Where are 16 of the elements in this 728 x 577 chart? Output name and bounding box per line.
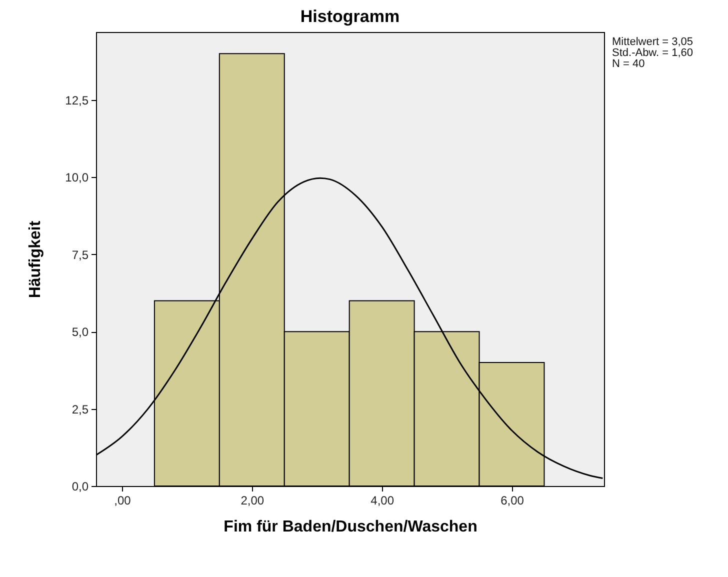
text: Std.-Abw. = 1,60	[612, 47, 694, 59]
y-tick-label: 2,5	[72, 402, 89, 416]
y-tick-label: 0,0	[72, 480, 89, 494]
x-axis-title: Fim für Baden/Duschen/Waschen	[224, 518, 478, 536]
text: N = 40	[612, 58, 645, 70]
x-tick-label: 2,00	[240, 494, 264, 508]
y-axis-title: Häufigkeit	[27, 220, 44, 298]
x-tick-label: 4,00	[370, 494, 394, 508]
y-tick-label: 7,5	[72, 248, 89, 262]
y-tick-label: 10,0	[65, 170, 89, 185]
chart-title: Histogramm	[300, 7, 400, 26]
text: Mittelwert = 3,05	[612, 36, 694, 48]
y-tick-label: 12,5	[65, 93, 89, 108]
y-tick-label: 5,0	[72, 325, 89, 340]
x-tick-label: 6,00	[500, 494, 524, 508]
x-tick-label: ,00	[114, 494, 132, 508]
